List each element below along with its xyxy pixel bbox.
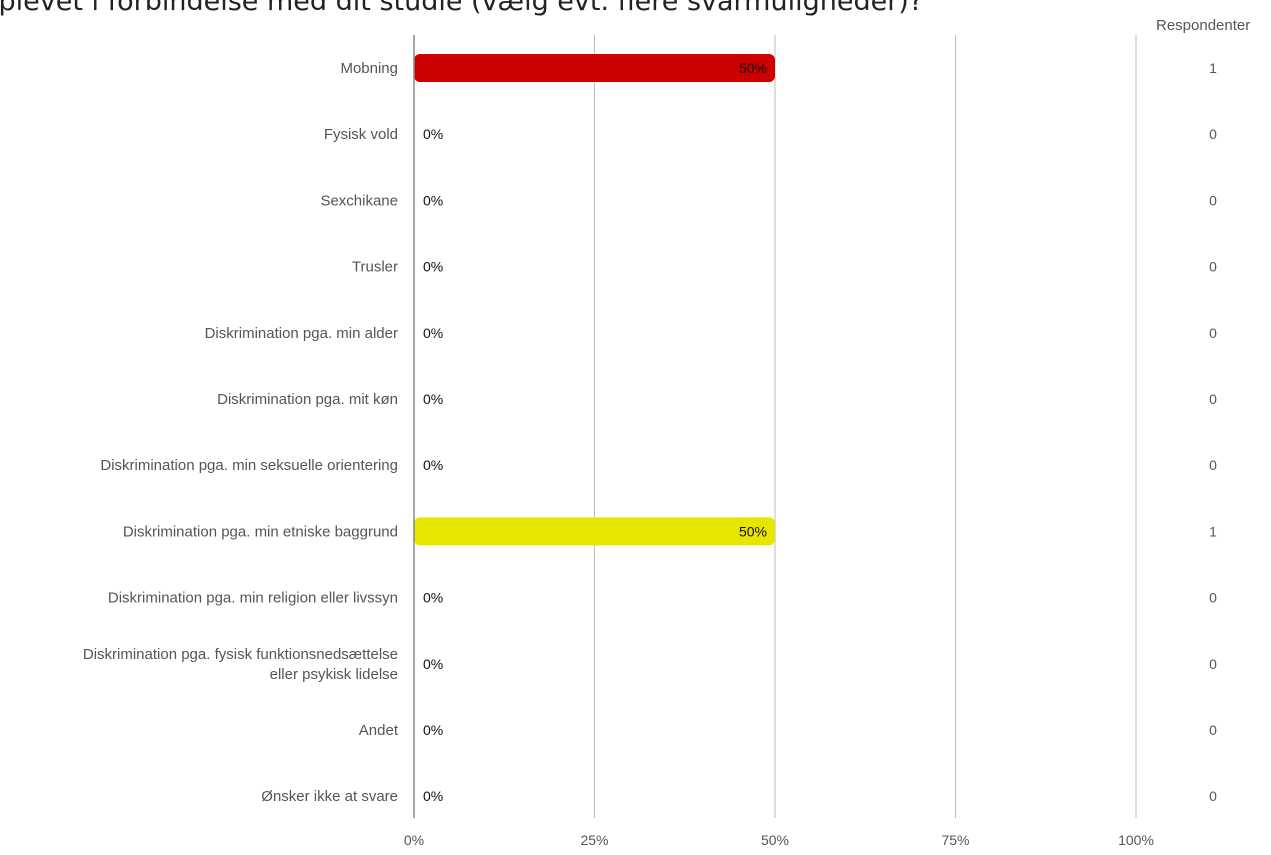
value-label: 0% bbox=[423, 457, 443, 473]
value-label: 0% bbox=[423, 788, 443, 804]
respondent-count: 0 bbox=[1209, 259, 1217, 275]
respondent-count: 0 bbox=[1209, 457, 1217, 473]
value-label: 0% bbox=[423, 656, 443, 672]
respondent-count: 0 bbox=[1209, 788, 1217, 804]
category-label: Diskrimination pga. min seksuelle orient… bbox=[100, 457, 398, 474]
respondent-count: 1 bbox=[1209, 60, 1217, 76]
respondent-count: 0 bbox=[1209, 391, 1217, 407]
category-label: Diskrimination pga. fysisk funktionsneds… bbox=[83, 646, 398, 683]
value-label: 0% bbox=[423, 391, 443, 407]
value-label: 0% bbox=[423, 259, 443, 275]
respondent-count: 0 bbox=[1209, 192, 1217, 208]
value-label: 50% bbox=[739, 523, 767, 539]
x-tick-label: 25% bbox=[580, 832, 608, 848]
value-label: 0% bbox=[423, 590, 443, 606]
x-tick-label: 0% bbox=[404, 832, 424, 848]
x-tick-label: 50% bbox=[761, 832, 789, 848]
category-label: Diskrimination pga. min alder bbox=[205, 325, 398, 342]
category-label: Fysisk vold bbox=[324, 126, 398, 143]
x-tick-label: 100% bbox=[1118, 832, 1154, 848]
category-label: Sexchikane bbox=[320, 192, 398, 209]
category-label: Mobning bbox=[340, 60, 398, 77]
respondents-column-header: Respondenter bbox=[1156, 17, 1251, 34]
category-label: Trusler bbox=[352, 259, 398, 276]
respondent-count: 0 bbox=[1209, 590, 1217, 606]
category-label: Diskrimination pga. min religion eller l… bbox=[108, 590, 398, 607]
bar bbox=[414, 54, 775, 82]
category-label: Andet bbox=[359, 722, 399, 739]
value-label: 0% bbox=[423, 325, 443, 341]
respondent-count: 0 bbox=[1209, 126, 1217, 142]
chart-title: oplevet i forbindelse med dit studie (væ… bbox=[0, 0, 924, 17]
respondent-count: 1 bbox=[1209, 523, 1217, 539]
respondent-count: 0 bbox=[1209, 722, 1217, 738]
category-label: Ønsker ikke at svare bbox=[261, 788, 398, 805]
value-label: 0% bbox=[423, 192, 443, 208]
x-tick-label: 75% bbox=[941, 832, 969, 848]
value-label: 0% bbox=[423, 126, 443, 142]
respondent-count: 0 bbox=[1209, 656, 1217, 672]
bar bbox=[414, 517, 775, 546]
value-label: 50% bbox=[739, 60, 767, 76]
value-label: 0% bbox=[423, 722, 443, 738]
category-label: Diskrimination pga. min etniske baggrund bbox=[123, 523, 398, 540]
category-label: Diskrimination pga. mit køn bbox=[217, 391, 398, 408]
respondent-count: 0 bbox=[1209, 325, 1217, 341]
